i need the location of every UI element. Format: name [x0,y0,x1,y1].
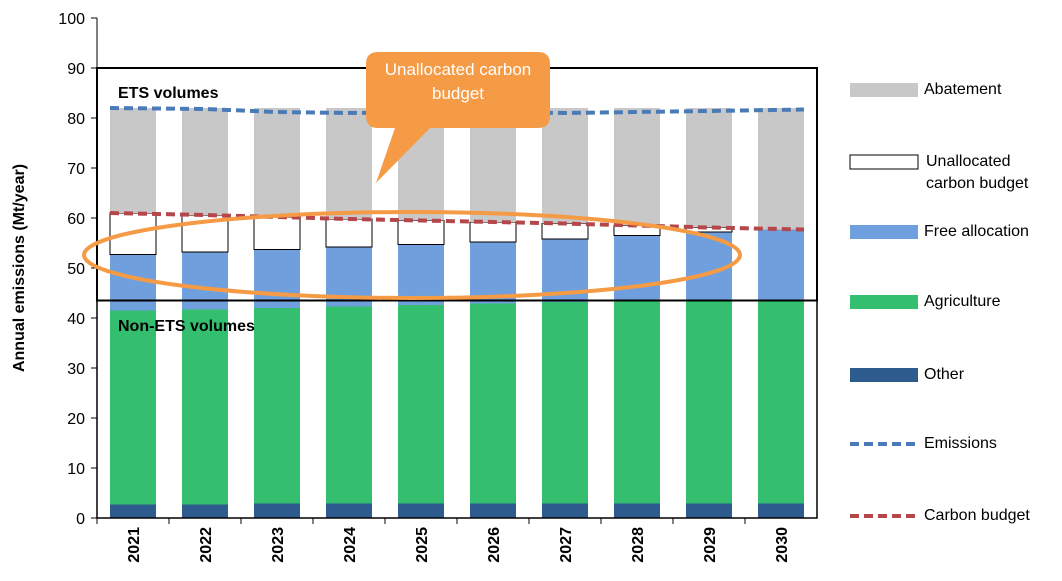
legend-label: Agriculture [924,293,1001,310]
bar [397,220,445,245]
x-tick-label: 2029 [702,527,719,563]
bar [470,303,516,504]
bar [686,108,732,228]
annotation: ETS volumes [118,85,219,102]
legend-swatch [849,154,919,170]
legend-swatch [850,368,918,382]
callout-shape [366,52,550,183]
x-tick-label: 2028 [630,527,647,563]
y-tick-label: 40 [67,311,85,328]
x-tick-label: 2025 [414,527,431,563]
line-series [109,211,805,232]
bar [182,309,228,505]
bar [254,308,300,504]
y-tick-label: 70 [67,161,85,178]
bar [614,235,660,301]
x-tick-label: 2027 [558,527,575,563]
bar [758,108,804,230]
y-tick-label: 90 [67,61,85,78]
legend-label: Other [924,366,965,383]
x-tick-label: 2023 [270,527,287,563]
bar [542,503,588,518]
y-axis-label: Annual emissions (Mt/year) [11,164,28,372]
bar [398,503,444,518]
bar [541,223,589,240]
x-tick-label: 2021 [126,527,143,563]
bar [614,108,660,226]
legend-label: Free allocation [924,223,1029,240]
highlight-ellipse [82,210,742,300]
bar [110,504,156,518]
bar [542,108,588,224]
y-tick-label: 10 [67,461,85,478]
y-tick-label: 80 [67,111,85,128]
y-tick-label: 60 [67,211,85,228]
y-tick-label: 20 [67,411,85,428]
bar [253,216,301,250]
legend-swatch [850,295,918,309]
bar [254,249,300,308]
bar [758,503,804,518]
bar [614,503,660,518]
legend-swatch [850,225,918,239]
legend-label: Unallocated carbon budget [926,153,1029,192]
y-tick-label: 0 [76,511,85,528]
bar [326,108,372,219]
bar [326,306,372,504]
bar [326,503,372,518]
bar [686,300,732,504]
bar [110,108,156,213]
bar [182,504,228,518]
bar [542,302,588,504]
bar [614,301,660,504]
x-tick-label: 2026 [486,527,503,563]
bar [758,299,804,504]
y-tick-label: 100 [58,11,85,28]
bar [686,503,732,518]
annotation: Non-ETS volumes [118,318,255,335]
y-tick-label: 30 [67,361,85,378]
bar [398,305,444,504]
bar [470,503,516,518]
legend-label: Carbon budget [924,507,1030,524]
legend-label: Emissions [924,435,997,452]
line-series [109,106,805,116]
bar [470,242,516,304]
bar [110,310,156,505]
bar [758,229,804,300]
bar [254,503,300,518]
bar [182,108,228,215]
x-tick-label: 2022 [198,527,215,563]
x-tick-label: 2030 [774,527,791,563]
legend-label: Abatement [924,81,1002,98]
x-tick-label: 2024 [342,527,359,563]
bar [469,221,517,243]
legend-swatch [850,83,918,97]
y-tick-label: 50 [67,261,85,278]
bar [325,218,373,248]
bar [254,108,300,217]
callout-text: Unallocated carbon budget [384,60,532,103]
bar [398,244,444,305]
